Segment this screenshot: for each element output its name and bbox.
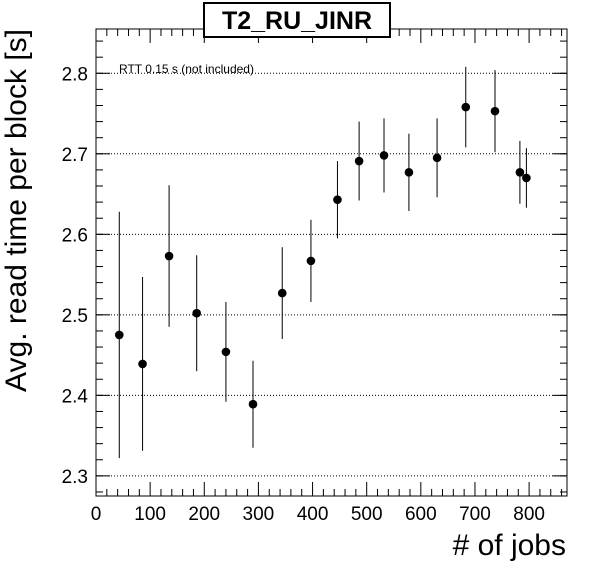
data-point xyxy=(432,153,442,163)
data-points xyxy=(114,102,531,409)
y-tick-labels: 2.3 2.4 2.5 2.6 2.7 2.8 xyxy=(62,64,89,488)
plot-frame xyxy=(95,28,568,497)
data-point xyxy=(333,195,342,204)
data-point xyxy=(306,256,316,266)
data-point xyxy=(221,347,231,357)
data-point xyxy=(248,399,258,409)
x-axis-title: # of jobs xyxy=(453,529,566,562)
x-tick-labels: 0 100 200 300 400 500 600 700 800 xyxy=(91,504,545,525)
data-point xyxy=(490,106,500,116)
chart-title: T2_RU_JINR xyxy=(222,7,372,35)
x-tick-label: 200 xyxy=(188,504,220,525)
x-tick-label: 400 xyxy=(297,504,329,525)
y-tick-label: 2.4 xyxy=(62,386,89,407)
data-point xyxy=(379,151,389,160)
x-tick-label: 500 xyxy=(351,504,383,525)
data-point xyxy=(354,156,364,166)
error-bars xyxy=(118,66,527,459)
x-tick-label: 300 xyxy=(243,504,275,525)
y-tick-label: 2.6 xyxy=(62,225,88,246)
x-tick-label: 800 xyxy=(513,504,545,525)
x-tick-label: 100 xyxy=(134,504,166,525)
y-tick-label: 2.3 xyxy=(62,467,88,488)
data-point xyxy=(138,359,147,369)
y-tick-label: 2.5 xyxy=(62,306,88,327)
y-axis-title: Avg. read time per block [s] xyxy=(0,29,33,392)
data-point xyxy=(192,308,201,318)
x-tick-label: 600 xyxy=(405,504,437,525)
axis-ticks xyxy=(95,29,567,496)
data-point xyxy=(522,173,531,183)
title-box xyxy=(203,2,391,38)
y-tick-label: 2.8 xyxy=(62,64,88,85)
x-tick-label: 0 xyxy=(91,504,102,525)
data-point xyxy=(515,168,525,177)
y-tick-label: 2.7 xyxy=(62,145,88,166)
data-point xyxy=(404,168,414,177)
data-point xyxy=(114,330,124,340)
data-point xyxy=(277,288,287,298)
data-point xyxy=(461,102,471,112)
x-tick-label: 700 xyxy=(459,504,491,525)
annotation-text: RTT 0.15 s (not included) xyxy=(119,62,254,76)
grid xyxy=(96,72,567,477)
data-point xyxy=(164,251,174,261)
